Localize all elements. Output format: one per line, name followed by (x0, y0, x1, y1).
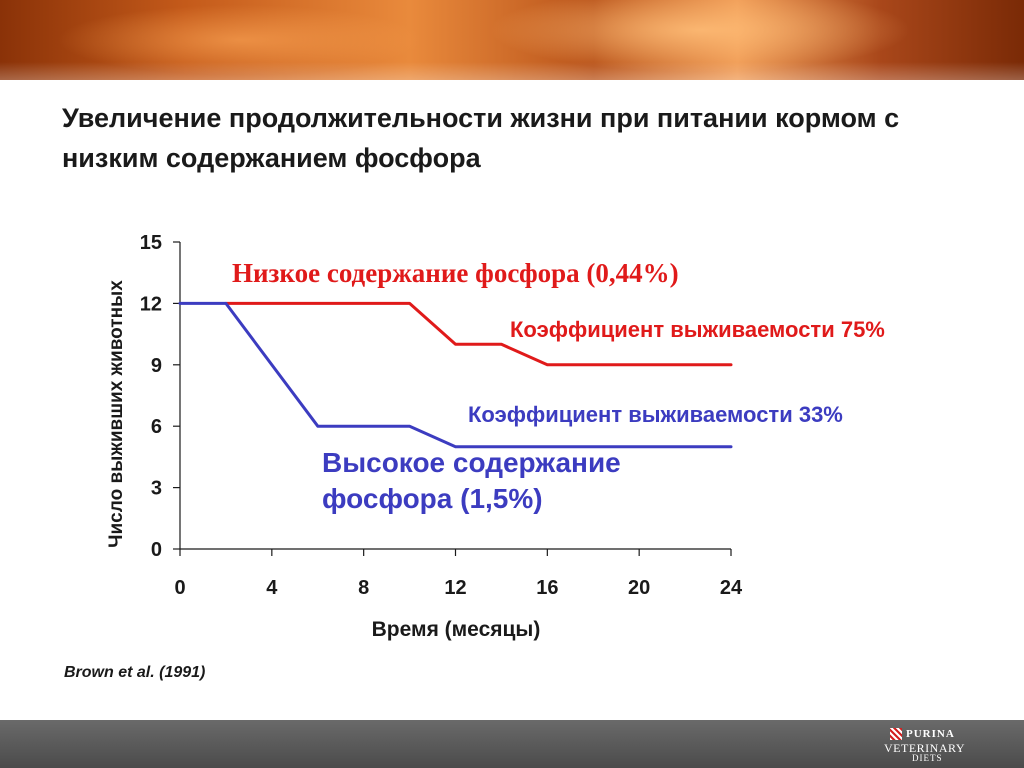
purina-veterinary-diets-logo: PURINA VETERINARY DIETS (884, 726, 994, 764)
y-axis-label: Число выживших животных (106, 280, 127, 548)
x-tick-label: 12 (444, 577, 466, 599)
x-tick-label: 24 (720, 577, 743, 599)
y-tick-label: 15 (140, 232, 162, 254)
brand-veterinary: VETERINARY (884, 741, 965, 755)
x-tick-label: 16 (536, 577, 558, 599)
checkerboard-icon (890, 728, 902, 740)
footer-bar: PURINA VETERINARY DIETS (0, 720, 1024, 768)
high-phosphorus-label-line-1: Высокое содержание (322, 447, 621, 478)
high-phosphorus-label-line-2: фосфора (1,5%) (322, 483, 543, 514)
brand-purina: PURINA (906, 728, 955, 740)
x-tick-label: 4 (266, 577, 278, 599)
high-phosphorus-series-line (178, 301, 733, 449)
x-axis-label: Время (месяцы) (372, 618, 541, 641)
low-phosphorus-series-line (224, 301, 733, 367)
brand-diets: DIETS (912, 753, 943, 763)
low-phosphorus-series-label: Низкое содержание фосфора (0,44%) (232, 258, 679, 288)
y-tick-label: 6 (151, 416, 162, 438)
survival-rate-33-label: Коэффициент выживаемости 33% (468, 402, 843, 427)
chart-series-layer (178, 301, 733, 449)
slide-title: Увеличение продолжительности жизни при п… (62, 103, 900, 173)
x-tick-label: 20 (628, 577, 650, 599)
x-tick-label: 0 (174, 577, 185, 599)
x-tick-label: 8 (358, 577, 369, 599)
header-banner (0, 0, 1024, 80)
survival-chart: 0 3 6 9 12 15 0 4 8 12 16 20 24 Низкое содержание фо… (106, 232, 885, 641)
y-tick-label: 0 (151, 539, 162, 561)
survival-rate-75-label: Коэффициент выживаемости 75% (510, 317, 885, 342)
high-phosphorus-series-label: Высокое содержание фосфора (1,5%) (322, 447, 629, 514)
chart-axes: 0 3 6 9 12 15 0 4 8 12 16 20 24 (140, 232, 743, 599)
citation: Brown et al. (1991) (64, 664, 206, 681)
y-tick-label: 12 (140, 293, 162, 315)
y-tick-label: 3 (151, 478, 162, 500)
y-tick-label: 9 (151, 355, 162, 377)
